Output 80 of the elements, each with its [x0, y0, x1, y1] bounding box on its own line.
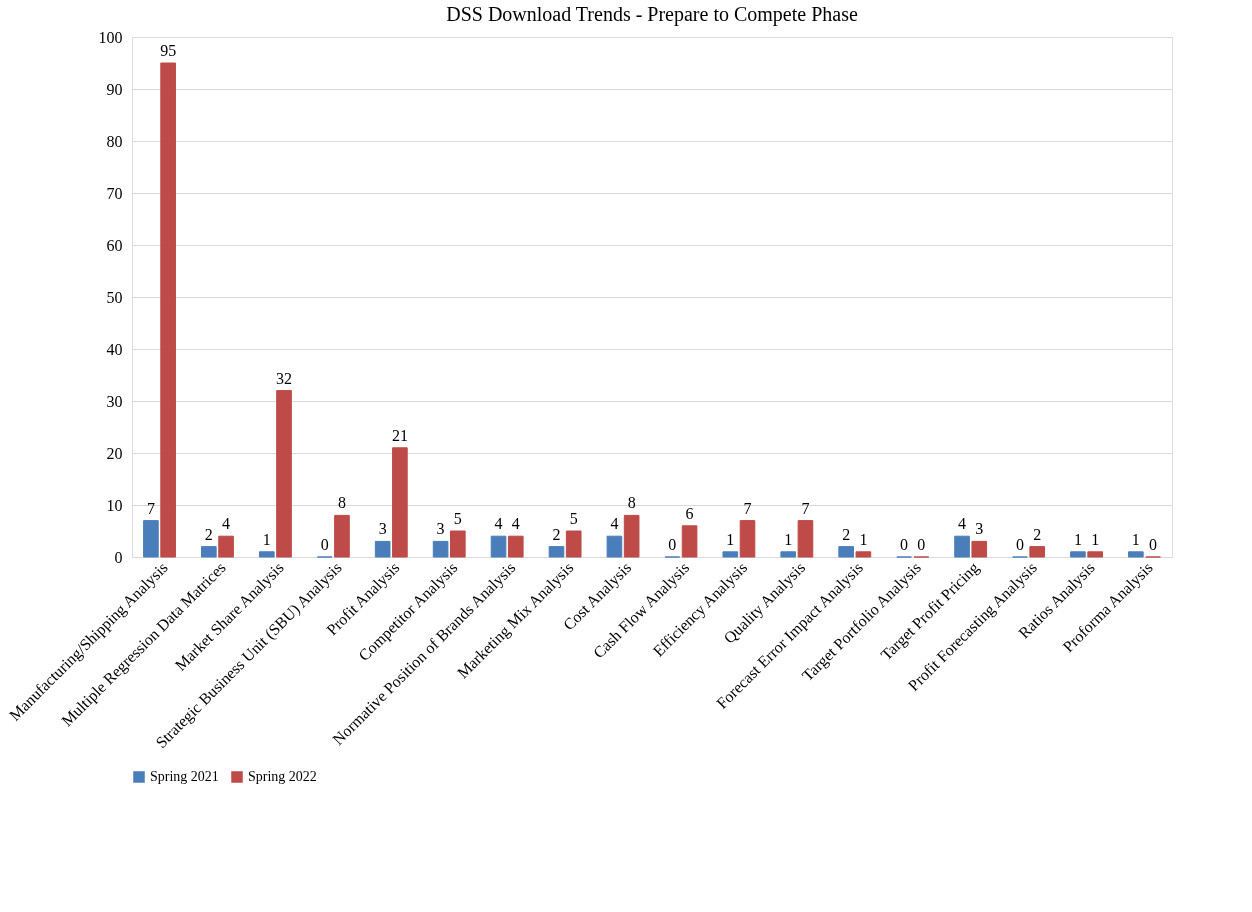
- data-label: 1: [1091, 530, 1100, 548]
- bar: [971, 540, 988, 558]
- bar: [374, 540, 391, 558]
- bar: [797, 520, 814, 558]
- y-tick-label: 40: [106, 340, 123, 358]
- data-label: 5: [569, 510, 578, 527]
- data-label: 2: [1033, 525, 1042, 543]
- data-label: 6: [685, 504, 694, 522]
- data-label: 0: [320, 536, 329, 553]
- bar: [490, 535, 507, 558]
- data-label: 2: [204, 525, 213, 543]
- y-tick-label: 0: [114, 548, 123, 566]
- data-label: 0: [1015, 536, 1024, 553]
- data-label: 0: [917, 536, 926, 553]
- data-label: 1: [1073, 530, 1082, 548]
- data-label: 1: [262, 530, 271, 548]
- bar: [201, 546, 217, 558]
- bar: [507, 535, 524, 558]
- legend-label: Spring 2021: [150, 769, 219, 784]
- data-label: 3: [378, 520, 387, 538]
- data-label: 1: [726, 530, 735, 548]
- bar: [160, 62, 176, 558]
- data-label: 1: [784, 530, 793, 548]
- bar: [1070, 551, 1086, 558]
- bar: [432, 540, 449, 558]
- bar: [1128, 551, 1144, 558]
- y-tick-label: 70: [106, 184, 123, 202]
- bar: [334, 514, 350, 558]
- bar: [1087, 551, 1103, 558]
- data-label: 4: [511, 515, 520, 533]
- data-label: 21: [391, 426, 408, 444]
- data-label: 5: [453, 510, 462, 527]
- data-label: 0: [1149, 536, 1158, 553]
- y-tick-label: 20: [106, 444, 123, 462]
- data-label: 8: [337, 494, 346, 512]
- bar: [838, 546, 854, 558]
- bar: [218, 535, 234, 558]
- bar: [606, 535, 623, 558]
- y-tick-label: 80: [106, 132, 123, 150]
- bar: [258, 551, 275, 558]
- bar: [722, 551, 739, 558]
- data-label: 3: [436, 520, 445, 538]
- data-label: 2: [552, 525, 561, 543]
- data-label: 0: [900, 536, 909, 553]
- bar: [681, 525, 698, 558]
- data-label: 4: [222, 515, 231, 533]
- data-label: 4: [494, 515, 503, 533]
- bar: [954, 535, 970, 558]
- data-label: 1: [859, 530, 868, 548]
- chart-title: DSS Download Trends - Prepare to Compete Phase: [446, 3, 858, 26]
- bar: [565, 530, 582, 558]
- data-label: 4: [958, 515, 967, 533]
- y-tick-label: 10: [106, 496, 123, 514]
- bar: [739, 520, 756, 558]
- data-label: 32: [276, 369, 293, 387]
- data-label: 1: [1131, 530, 1140, 548]
- data-label: 7: [743, 499, 752, 517]
- bar: [623, 514, 640, 558]
- bar: [450, 530, 466, 558]
- bar: [143, 520, 159, 558]
- y-tick-label: 90: [106, 80, 123, 98]
- data-label: 0: [668, 536, 677, 553]
- bar: [855, 551, 872, 558]
- data-label: 95: [160, 42, 177, 59]
- bar: [1029, 546, 1046, 558]
- data-label: 3: [975, 520, 984, 538]
- bar: [276, 390, 292, 558]
- data-label: 2: [842, 525, 851, 543]
- data-label: 7: [801, 499, 810, 517]
- legend-label: Spring 2022: [248, 769, 317, 784]
- data-label: 7: [146, 499, 155, 517]
- bar: [392, 447, 408, 558]
- y-tick-label: 50: [106, 288, 123, 306]
- data-label: 4: [610, 515, 619, 533]
- y-tick-label: 60: [106, 236, 123, 254]
- y-tick-label: 30: [106, 392, 123, 410]
- data-label: 8: [627, 494, 636, 512]
- bar: [780, 551, 797, 558]
- bar: [548, 546, 565, 558]
- y-tick-label: 100: [98, 28, 123, 46]
